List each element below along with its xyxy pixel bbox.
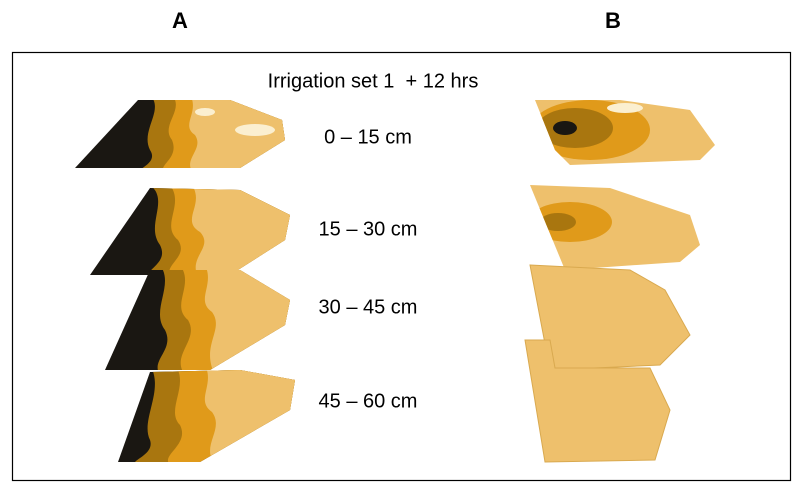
- map-b-1: [530, 95, 720, 170]
- depth-label: 30 – 45 cm: [319, 296, 418, 318]
- map-a-2: [80, 185, 300, 280]
- title: Irrigation set 1 + 12 hrs: [268, 70, 479, 92]
- map-a-3: [100, 265, 300, 375]
- depth-label: 15 – 30 cm: [319, 218, 418, 240]
- map-a-1: [60, 95, 300, 175]
- figure: A B Irrigation set 1 + 12 hrs: [0, 0, 804, 487]
- map-b-2: [525, 180, 705, 275]
- depth-label: 45 – 60 cm: [319, 390, 418, 412]
- map-b-3: [530, 265, 690, 370]
- depth-label: 0 – 15 cm: [324, 126, 412, 148]
- column-label: A: [172, 8, 188, 33]
- column-label: B: [605, 8, 621, 33]
- map-a-4: [110, 365, 305, 465]
